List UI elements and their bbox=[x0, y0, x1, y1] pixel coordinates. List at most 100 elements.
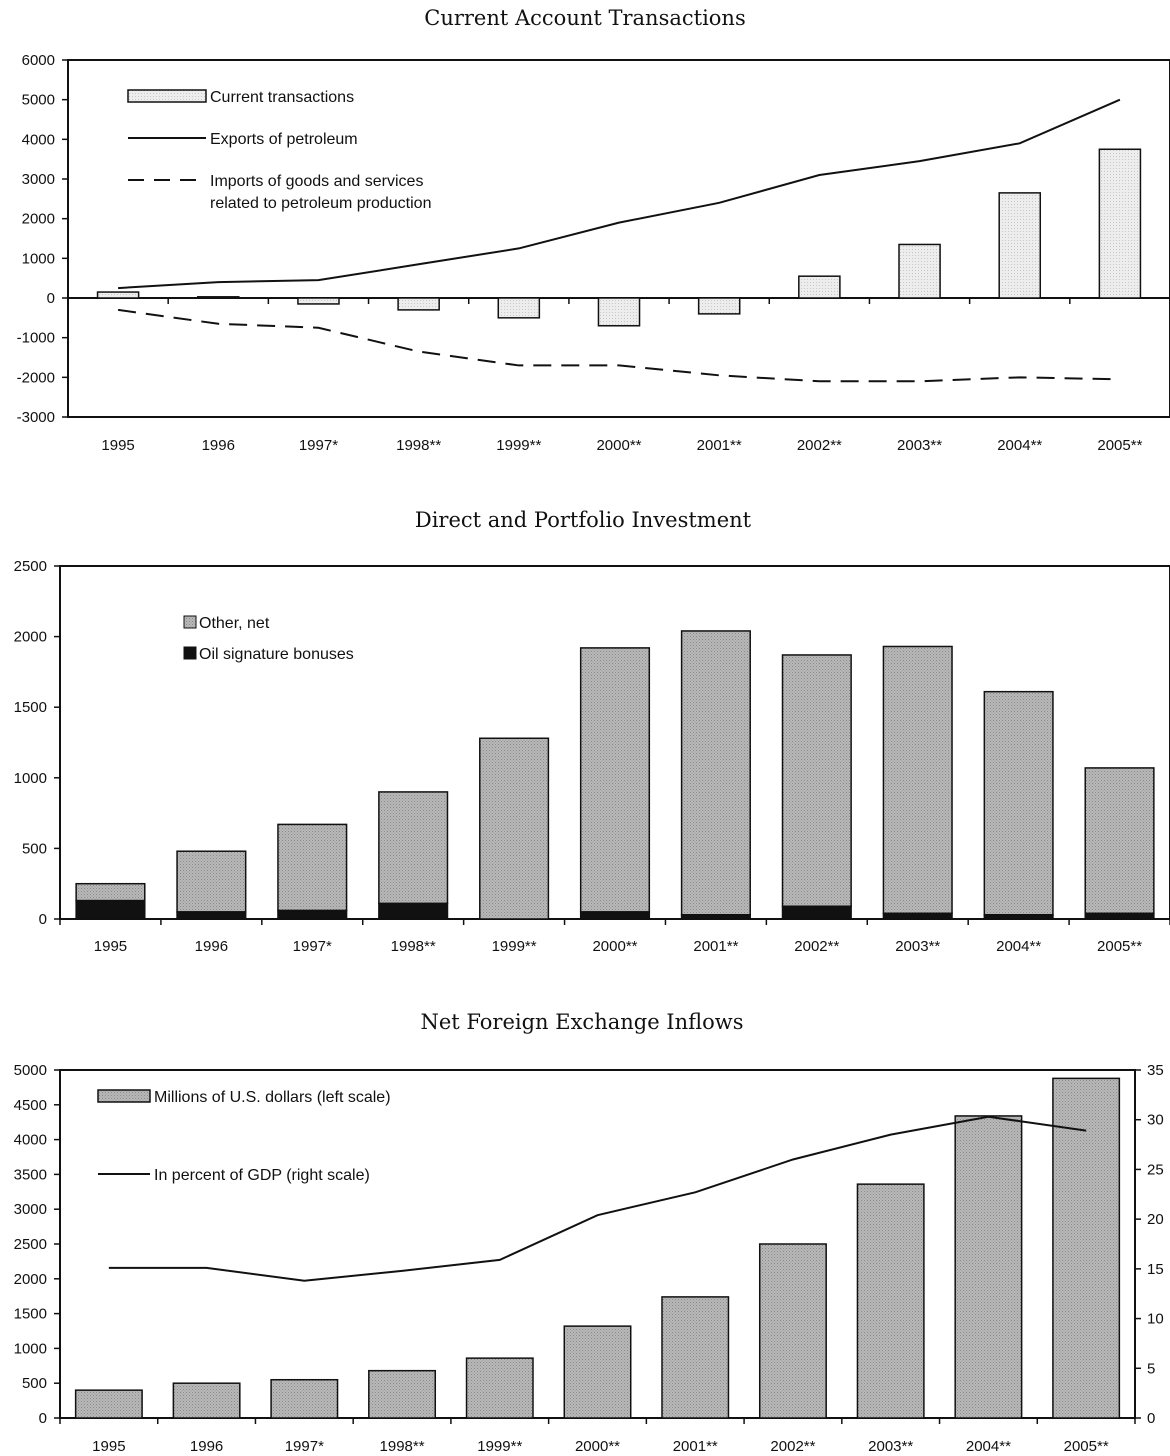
x-label-2000: 2000** bbox=[592, 938, 637, 955]
legend-imports-line2: related to petroleum production bbox=[210, 195, 431, 212]
bar-other-net-2003 bbox=[882, 645, 953, 915]
y-tick-label: 2500 bbox=[14, 1236, 47, 1253]
y-tick-label: -2000 bbox=[17, 369, 55, 386]
bar-oil-signature-bonuses-1995 bbox=[75, 899, 146, 920]
x-label-2003: 2003** bbox=[895, 938, 940, 955]
y-tick-label: 1000 bbox=[14, 1340, 47, 1357]
y-tick-label: 1000 bbox=[14, 770, 47, 787]
y-right-tick-label: 5 bbox=[1147, 1360, 1155, 1377]
bar-millions-usd-2002 bbox=[758, 1243, 827, 1419]
line-imports-related-to-petroleum bbox=[117, 308, 1120, 383]
x-label-2000: 2000** bbox=[596, 437, 641, 454]
bar-millions-usd-1995 bbox=[74, 1389, 143, 1419]
bar-oil-signature-bonuses-2005 bbox=[1084, 912, 1155, 920]
bar-millions-usd-1996 bbox=[172, 1382, 241, 1419]
bar-current-transactions-2001 bbox=[697, 297, 741, 315]
x-label-1999: 1999** bbox=[496, 437, 541, 454]
x-label-2003: 2003** bbox=[868, 1438, 913, 1455]
x-label-1997: 1997* bbox=[293, 938, 332, 955]
bar-current-transactions-1999 bbox=[497, 297, 541, 319]
legend-imports-line1: Imports of goods and services bbox=[210, 173, 423, 190]
legend-oil-signature-bonuses: Oil signature bonuses bbox=[199, 646, 354, 663]
bar-current-transactions-2002 bbox=[798, 275, 841, 299]
x-label-1997: 1997* bbox=[299, 437, 338, 454]
legend-oil-bonuses-swatch bbox=[183, 646, 197, 660]
y-tick-label: 1000 bbox=[22, 250, 55, 267]
y-tick-label: 4000 bbox=[14, 1132, 47, 1149]
bar-oil-signature-bonuses-2004 bbox=[983, 914, 1054, 920]
chart1-bars bbox=[96, 148, 1142, 327]
bar-current-transactions-2000 bbox=[597, 297, 641, 327]
bar-oil-signature-bonuses-1997 bbox=[277, 909, 348, 920]
bar-other-net-1996 bbox=[176, 850, 247, 913]
x-label-1998: 1998** bbox=[396, 437, 441, 454]
bar-oil-signature-bonuses-2000 bbox=[579, 911, 651, 920]
bar-current-transactions-1998 bbox=[397, 297, 440, 311]
x-label-2002: 2002** bbox=[794, 938, 839, 955]
bar-current-transactions-1997 bbox=[297, 297, 340, 305]
legend-millions-swatch bbox=[97, 1089, 151, 1103]
legend-millions-usd: Millions of U.S. dollars (left scale) bbox=[154, 1089, 391, 1106]
bar-oil-signature-bonuses-1998 bbox=[378, 902, 449, 920]
x-label-1999: 1999** bbox=[492, 938, 537, 955]
bar-other-net-2001 bbox=[680, 630, 751, 916]
bar-current-transactions-1996 bbox=[196, 296, 240, 299]
bar-other-net-1995 bbox=[75, 882, 146, 902]
y-tick-label: 0 bbox=[39, 911, 47, 928]
bar-other-net-1997 bbox=[277, 823, 348, 912]
y-right-tick-label: 10 bbox=[1147, 1311, 1164, 1328]
y-tick-label: -3000 bbox=[17, 409, 55, 426]
x-label-1996: 1996 bbox=[190, 1438, 223, 1455]
x-label-1999: 1999** bbox=[477, 1438, 522, 1455]
y-tick-label: 500 bbox=[22, 840, 47, 857]
x-label-1998: 1998** bbox=[391, 938, 436, 955]
line-exports-of-petroleum bbox=[118, 98, 1121, 290]
line-percent-of-gdp bbox=[108, 1115, 1087, 1282]
bar-current-transactions-2004 bbox=[998, 192, 1042, 299]
y-tick-label: 2000 bbox=[14, 629, 47, 646]
bar-millions-usd-2003 bbox=[856, 1183, 925, 1419]
legend-other-net-swatch bbox=[183, 615, 197, 629]
y-right-tick-label: 35 bbox=[1147, 1062, 1164, 1079]
y-tick-label: 2000 bbox=[14, 1271, 47, 1288]
chart3-bars bbox=[74, 1077, 1121, 1419]
y-tick-label: 2000 bbox=[22, 211, 55, 228]
bar-current-transactions-2003 bbox=[898, 243, 941, 299]
x-label-2004: 2004** bbox=[996, 938, 1041, 955]
bar-current-transactions-2005 bbox=[1098, 148, 1142, 299]
bar-other-net-2002 bbox=[781, 654, 852, 908]
bar-other-net-1998 bbox=[378, 791, 449, 905]
bar-millions-usd-1997 bbox=[270, 1378, 339, 1419]
bar-millions-usd-2004 bbox=[954, 1115, 1023, 1419]
chart3-title: Net Foreign Exchange Inflows bbox=[420, 1010, 743, 1034]
x-label-2005: 2005** bbox=[1064, 1438, 1109, 1455]
y-tick-label: 3000 bbox=[14, 1201, 47, 1218]
x-label-2002: 2002** bbox=[770, 1438, 815, 1455]
y-right-tick-label: 0 bbox=[1147, 1410, 1155, 1427]
bar-millions-usd-1999 bbox=[465, 1357, 534, 1419]
x-label-1995: 1995 bbox=[94, 938, 127, 955]
x-label-2001: 2001** bbox=[697, 437, 742, 454]
chart1-lines bbox=[117, 98, 1121, 383]
chart2-bars bbox=[75, 630, 1155, 920]
x-label-2005: 2005** bbox=[1097, 437, 1142, 454]
y-tick-label: 5000 bbox=[22, 92, 55, 109]
y-tick-label: 6000 bbox=[22, 52, 55, 69]
chart2-title: Direct and Portfolio Investment bbox=[415, 508, 752, 532]
bar-millions-usd-1998 bbox=[368, 1369, 437, 1419]
y-tick-label: 3000 bbox=[22, 171, 55, 188]
chart1-axes: 6000 5000 4000 3000 2000 1000 0 -1000 -2000 -3000… bbox=[17, 52, 1170, 454]
chart3-lines bbox=[108, 1115, 1087, 1282]
bar-millions-usd-2005 bbox=[1052, 1077, 1121, 1419]
x-label-2001: 2001** bbox=[673, 1438, 718, 1455]
chart3-axes: 5000450040003500300025002000150010005000… bbox=[14, 1062, 1164, 1455]
y-tick-label: -1000 bbox=[17, 330, 55, 347]
legend-current-transactions: Current transactions bbox=[210, 89, 354, 106]
chart1-title: Current Account Transactions bbox=[424, 6, 745, 30]
net-inflows-chart: Net Foreign Exchange Inflows 50004500400… bbox=[14, 1010, 1164, 1455]
legend-other-net: Other, net bbox=[199, 615, 270, 632]
bar-other-net-2005 bbox=[1084, 767, 1155, 915]
bar-oil-signature-bonuses-2001 bbox=[680, 914, 751, 920]
direct-investment-chart: Direct and Portfolio Investment 2500 2000… bbox=[14, 508, 1170, 955]
